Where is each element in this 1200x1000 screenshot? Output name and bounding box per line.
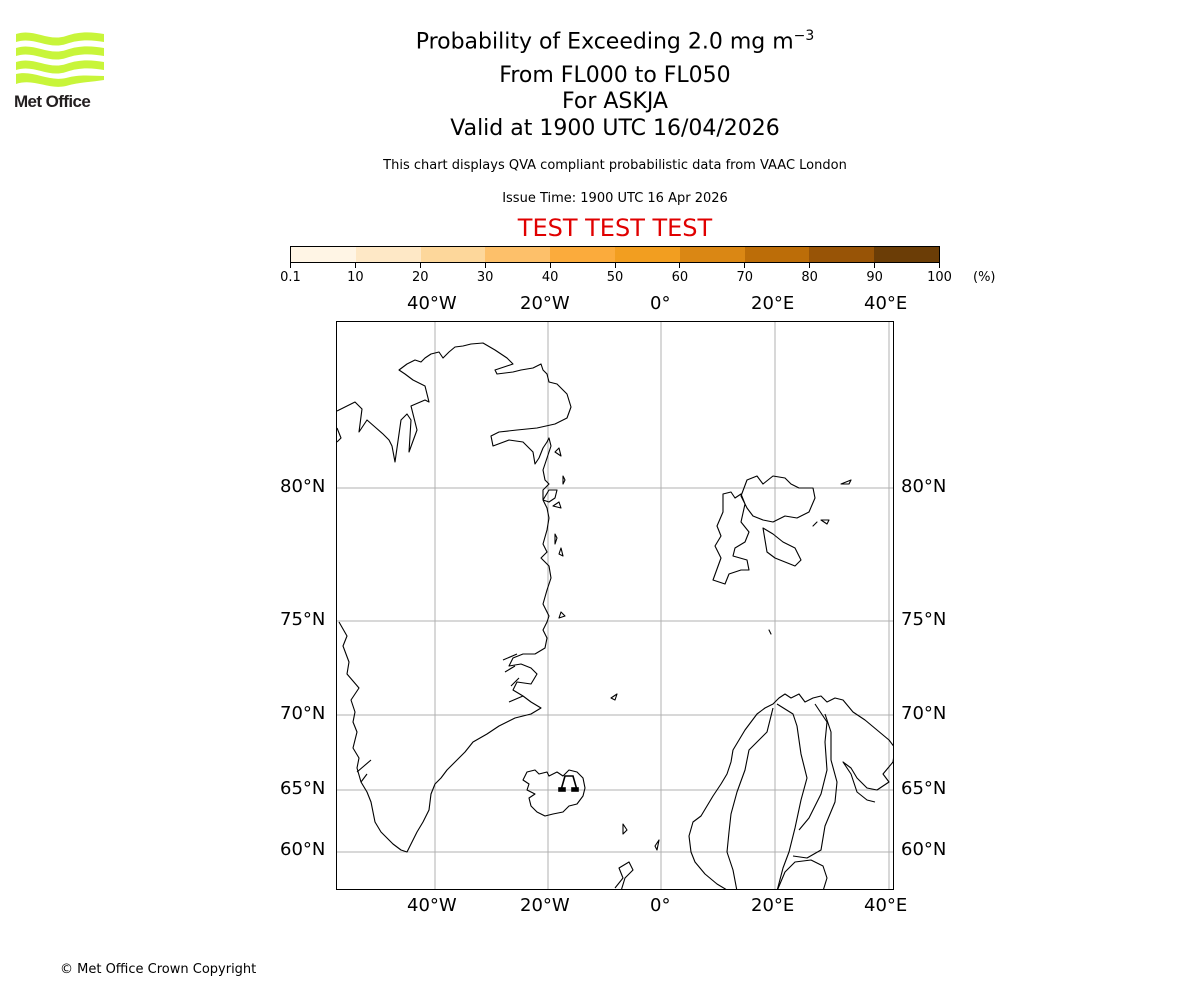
colorbar-tick (354, 263, 356, 268)
colorbar-tick-label: 90 (866, 270, 883, 285)
map-canvas (337, 322, 893, 889)
test-banner: TEST TEST TEST (517, 214, 713, 242)
arctic-islets (610, 479, 852, 701)
colorbar-tick-label: 20 (412, 270, 429, 285)
title-superscript: −3 (793, 28, 815, 44)
colorbar-segment (485, 247, 551, 262)
colorbar-tick-label: 0.1 (280, 270, 301, 285)
lat-label-left: 65°N (280, 778, 326, 799)
title-valid-time: Valid at 1900 UTC 16/04/2026 (450, 116, 780, 141)
colorbar-tick-label: 60 (671, 270, 689, 285)
issue-time: Issue Time: 1900 UTC 16 Apr 2026 (502, 191, 728, 206)
svalbard-coast (712, 475, 816, 585)
colorbar-tick-label: 80 (801, 270, 818, 285)
colorbar-tick (744, 263, 746, 268)
lon-label-top: 20°E (751, 293, 795, 314)
lon-label-top: 0° (650, 293, 671, 314)
colorbar-tick-label: 50 (606, 270, 624, 285)
colorbar-segment (420, 247, 486, 262)
coastlines (337, 342, 893, 889)
colorbar-segment (744, 247, 810, 262)
iceland-coast (522, 769, 586, 817)
lat-label-right: 70°N (901, 703, 947, 724)
colorbar-tick (809, 263, 811, 268)
lat-label-right: 80°N (901, 476, 947, 497)
colorbar-segment (291, 247, 356, 262)
colorbar-tick (614, 263, 616, 268)
colorbar-unit: (%) (973, 270, 996, 285)
colorbar-tick (679, 263, 681, 268)
lat-label-right: 75°N (901, 609, 947, 630)
lon-label-bottom: 40°W (407, 895, 457, 916)
lat-label-left: 80°N (280, 476, 326, 497)
map-panel[interactable] (336, 321, 894, 890)
lon-label-bottom: 40°E (864, 895, 908, 916)
graticule (337, 322, 893, 889)
colorbar-segment (809, 247, 875, 262)
lat-label-left: 70°N (280, 703, 326, 724)
logo-text: Met Office (14, 92, 91, 111)
lat-label-left: 60°N (280, 839, 326, 860)
met-office-logo (14, 30, 106, 112)
colorbar-tick-label: 100 (927, 270, 952, 285)
title-line1: Probability of Exceeding 2.0 mg m (415, 29, 794, 55)
lat-label-left: 75°N (280, 609, 326, 630)
lon-label-bottom: 20°E (751, 895, 795, 916)
lon-label-bottom: 20°W (520, 895, 570, 916)
greenland-west-fjords (356, 653, 524, 783)
title-volcano: For ASKJA (562, 89, 668, 114)
norway-sweden-border (726, 707, 774, 889)
finland-coast (792, 713, 838, 859)
subtitle: This chart displays QVA compliant probab… (383, 158, 847, 173)
colorbar-tick (419, 263, 421, 268)
colorbar-tick (874, 263, 876, 268)
colorbar-segment (679, 247, 745, 262)
colorbar (290, 246, 940, 263)
colorbar-tick (484, 263, 486, 268)
colorbar-segment (355, 247, 421, 262)
british-isles (614, 861, 634, 889)
greenland-northwest-edge (337, 427, 342, 443)
scandinavia-coast (688, 693, 893, 889)
chart-title: Probability of Exceeding 2.0 mg m−3 (0, 28, 1200, 54)
lon-label-top: 40°W (407, 293, 457, 314)
faroe-islets (622, 823, 660, 851)
greenland-east-islands (552, 447, 566, 619)
lat-label-right: 60°N (901, 839, 947, 860)
lat-label-right: 65°N (901, 778, 947, 799)
lon-label-top: 20°W (520, 293, 570, 314)
colorbar-tick (939, 263, 940, 268)
sweden-finland-border (776, 703, 828, 889)
greenland-coast (337, 342, 572, 853)
colorbar-tick (549, 263, 551, 268)
colorbar-segment (874, 247, 939, 262)
colorbar-tick-label: 40 (541, 270, 559, 285)
colorbar-tick-label: 30 (476, 270, 494, 285)
colorbar-tick (290, 263, 291, 268)
waves-logo-icon (16, 32, 104, 87)
baltic-coast (777, 859, 828, 889)
title-flight-levels: From FL000 to FL050 (499, 63, 731, 88)
colorbar-segment (614, 247, 680, 262)
colorbar-segment (550, 247, 615, 262)
colorbar-tick-label: 70 (736, 270, 754, 285)
lon-label-bottom: 0° (650, 895, 671, 916)
copyright-footer: © Met Office Crown Copyright (60, 962, 257, 977)
colorbar-tick-label: 10 (347, 270, 364, 285)
volcano-marker-icon (558, 775, 579, 792)
lon-label-top: 40°E (864, 293, 908, 314)
